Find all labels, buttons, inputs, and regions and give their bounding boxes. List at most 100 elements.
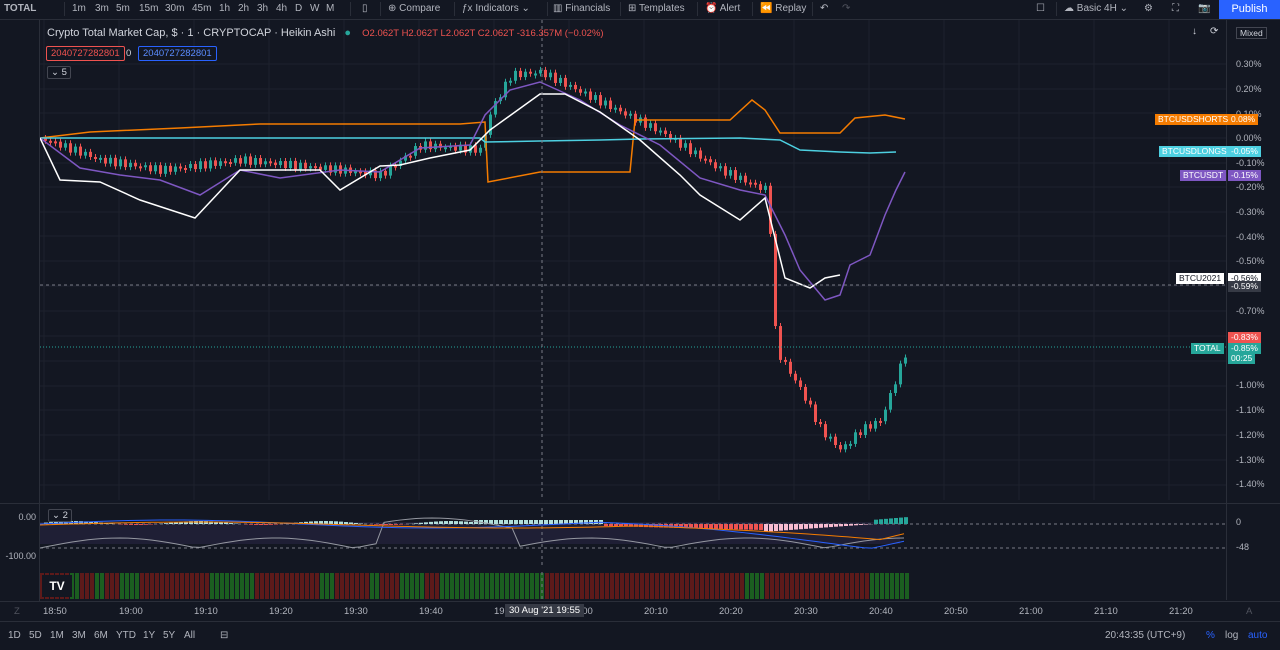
range-1m[interactable]: 1M (50, 630, 64, 641)
financials-icon: ▥ (553, 3, 562, 14)
financials-button[interactable]: ▥ Financials (553, 3, 610, 14)
trend-strip-bar (460, 573, 464, 599)
trend-strip-bar (670, 573, 674, 599)
candle (704, 159, 707, 161)
undo-icon[interactable]: ↶ (820, 3, 828, 14)
templates-button[interactable]: ⊞ Templates (628, 3, 685, 14)
trend-strip-bar (870, 573, 874, 599)
timeframe-1h[interactable]: 1h (219, 3, 230, 14)
trend-strip-bar (725, 573, 729, 599)
auto-toggle[interactable]: auto (1248, 630, 1267, 641)
oscillator-pane[interactable] (40, 508, 1226, 568)
candle (159, 165, 162, 174)
candle (49, 141, 52, 143)
symbol-search[interactable]: TOTAL (4, 3, 36, 14)
indicators-button[interactable]: ƒx Indicators ⌄ (462, 3, 530, 14)
trend-strip-bar (300, 573, 304, 599)
histogram-bar (799, 524, 803, 529)
candle (849, 444, 852, 446)
range-3m[interactable]: 3M (72, 630, 86, 641)
log-toggle[interactable]: log (1225, 630, 1238, 641)
timeframe-m[interactable]: M (326, 3, 334, 14)
range-1y[interactable]: 1Y (143, 630, 155, 641)
candle (774, 234, 777, 326)
timeframe-d[interactable]: D (295, 3, 302, 14)
histogram-bar (744, 524, 748, 530)
main-chart-pane[interactable] (40, 20, 1226, 500)
date-range-icon[interactable]: ⊟ (220, 630, 228, 641)
candle (749, 182, 752, 184)
trend-strip-bar (850, 573, 854, 599)
candle (839, 445, 842, 449)
oscillator-collapse-button[interactable]: ⌄ 2 (48, 509, 72, 522)
histogram-bar (264, 524, 268, 525)
range-5y[interactable]: 5Y (163, 630, 175, 641)
trend-strip-bar (855, 573, 859, 599)
fullscreen-square-icon[interactable]: ☐ (1036, 3, 1045, 14)
trend-strip-bar (655, 573, 659, 599)
trend-strip-bar (180, 573, 184, 599)
percent-toggle[interactable]: % (1206, 630, 1215, 641)
indicators-collapse-button[interactable]: ⌄ 5 (47, 66, 71, 79)
timeframe-4h[interactable]: 4h (276, 3, 287, 14)
scroll-down-icon[interactable]: ↓ (1192, 26, 1197, 37)
time-axis[interactable]: Z 18:50 19:00 19:10 19:20 19:30 19:40 19… (0, 601, 1280, 621)
a-icon[interactable]: A (1246, 606, 1252, 617)
timeframe-w[interactable]: W (310, 3, 319, 14)
histogram-bar (589, 520, 593, 524)
fullscreen-icon[interactable]: ⛶ (1172, 3, 1179, 14)
timeframe-1m[interactable]: 1m (72, 3, 86, 14)
timeframe-2h[interactable]: 2h (238, 3, 249, 14)
clock[interactable]: 20:43:35 (UTC+9) (1105, 630, 1185, 641)
timeframe-30m[interactable]: 30m (165, 3, 184, 14)
histogram-bar (274, 524, 278, 525)
layout-button[interactable]: ☁ Basic 4H ⌄ (1064, 3, 1128, 14)
replay-button[interactable]: ⏪ Replay (760, 3, 806, 14)
timeframe-15m[interactable]: 15m (139, 3, 158, 14)
z-icon[interactable]: Z (14, 606, 20, 617)
tradingview-logo[interactable]: TV (42, 575, 72, 597)
publish-button[interactable]: Publish (1219, 0, 1280, 19)
candle (754, 183, 757, 185)
candle (889, 393, 892, 410)
timeframe-3m[interactable]: 3m (95, 3, 109, 14)
compare-button[interactable]: ⊕ Compare (388, 3, 440, 14)
candle (599, 95, 602, 105)
candle (819, 422, 822, 424)
alert-button[interactable]: ⏰ Alert (705, 3, 740, 14)
settings-gear-icon[interactable]: ⚙ (1144, 3, 1153, 14)
candle (154, 165, 157, 171)
indicator-input-2[interactable]: 2040727282801 (138, 46, 217, 61)
histogram-bar (724, 524, 728, 529)
range-all[interactable]: All (184, 630, 195, 641)
series-value-btcusdshorts: 0.08% (1228, 114, 1258, 125)
trend-strip-bar (520, 573, 524, 599)
candle (479, 148, 482, 153)
range-5d[interactable]: 5D (29, 630, 42, 641)
refresh-icon[interactable]: ⟳ (1210, 26, 1218, 37)
chart-title[interactable]: Crypto Total Market Cap, $ · 1 · CRYPTOC… (47, 27, 335, 39)
camera-icon[interactable]: 📷 (1198, 3, 1210, 14)
histogram-bar (439, 521, 443, 524)
trend-strip-bar (290, 573, 294, 599)
histogram-bar (784, 524, 788, 530)
indicator-input-1[interactable]: 2040727282801 (46, 46, 125, 61)
trend-strip-pane[interactable] (40, 572, 1226, 600)
candle (149, 165, 152, 171)
range-6m[interactable]: 6M (94, 630, 108, 641)
timeframe-5m[interactable]: 5m (116, 3, 130, 14)
pane-separator[interactable] (0, 503, 1280, 504)
candle (879, 421, 882, 423)
histogram-bar (254, 524, 258, 525)
candle (194, 164, 197, 169)
trend-strip-bar (480, 573, 484, 599)
trend-strip-bar (185, 573, 189, 599)
candles-icon[interactable]: ▯ (362, 3, 368, 14)
redo-icon[interactable]: ↷ (842, 3, 850, 14)
range-ytd[interactable]: YTD (116, 630, 136, 641)
candle (289, 161, 292, 168)
trend-strip-bar (190, 573, 194, 599)
timeframe-3h[interactable]: 3h (257, 3, 268, 14)
timeframe-45m[interactable]: 45m (192, 3, 211, 14)
range-1d[interactable]: 1D (8, 630, 21, 641)
